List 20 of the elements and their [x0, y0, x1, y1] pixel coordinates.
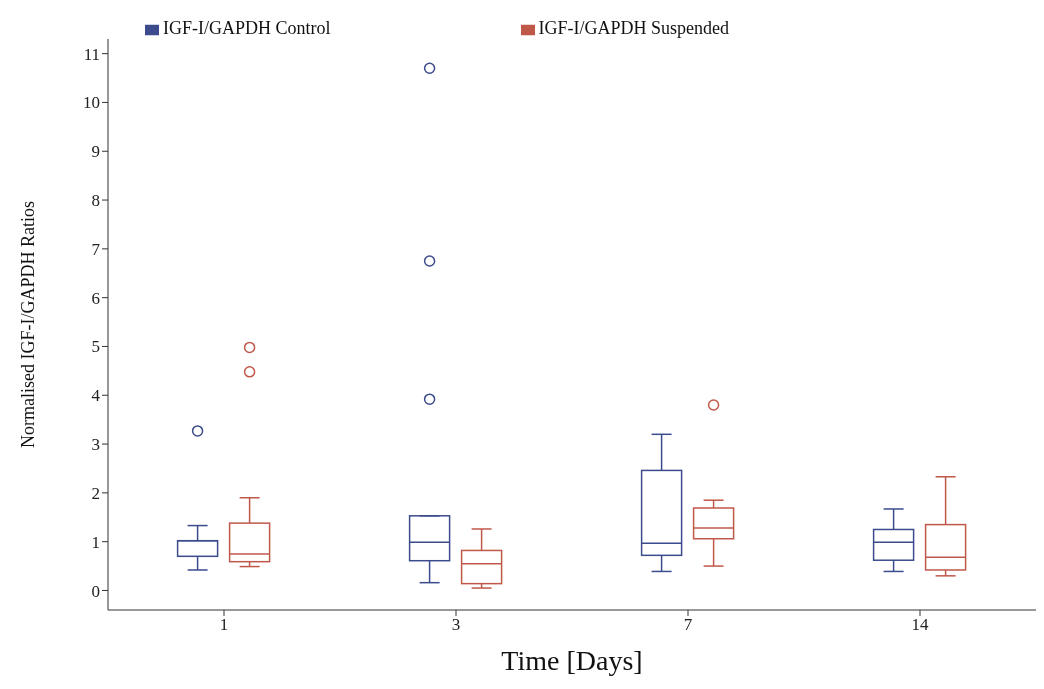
x-tick-label: 1	[219, 615, 229, 635]
y-tick-label: 6	[91, 288, 100, 308]
x-tick-label: 14	[911, 615, 929, 635]
y-tick-label: 8	[91, 191, 100, 211]
y-tick-label: 4	[91, 386, 101, 406]
x-axis-title: Time [Days]	[501, 645, 643, 676]
y-tick-label: 3	[91, 435, 100, 455]
x-tick-label: 3	[451, 615, 461, 635]
y-tick-label: 5	[91, 337, 100, 357]
y-tick-label: 1	[91, 532, 100, 552]
y-tick-label: 7	[91, 239, 101, 259]
y-tick-label: 11	[83, 44, 100, 64]
legend-label: IGF-I/GAPDH Suspended	[538, 18, 729, 38]
y-tick-label: 10	[83, 93, 100, 113]
y-axis-title: Normalised IGF-I/GAPDH Ratios	[18, 201, 39, 448]
y-tick-label: 0	[91, 581, 100, 601]
x-tick-label: 7	[683, 615, 693, 635]
y-tick-label: 9	[91, 142, 100, 162]
y-tick-label: 2	[91, 483, 100, 503]
legend-label: IGF-I/GAPDH Control	[162, 18, 331, 38]
